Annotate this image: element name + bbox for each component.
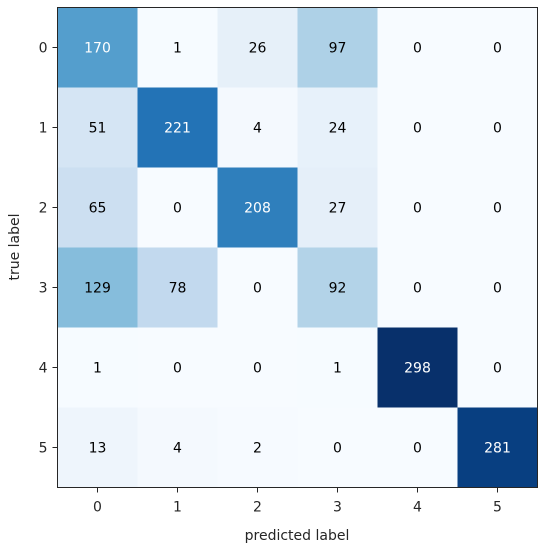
cell-value-0-1: 1 xyxy=(173,41,182,57)
heatmap-cell-1-3 xyxy=(297,87,378,168)
cell-value-5-0: 13 xyxy=(89,441,107,457)
heatmap-cell-3-2 xyxy=(217,247,298,328)
heatmap-cell-1-4 xyxy=(377,87,458,168)
cell-value-4-5: 0 xyxy=(493,361,502,377)
cell-value-2-0: 65 xyxy=(89,201,107,217)
y-tick-label-3: 3 xyxy=(39,281,48,297)
cell-value-1-2: 4 xyxy=(253,121,262,137)
x-tick-label-2: 2 xyxy=(253,500,262,516)
cell-value-2-3: 27 xyxy=(329,201,347,217)
cell-value-3-4: 0 xyxy=(413,281,422,297)
heatmap-cell-2-3 xyxy=(297,167,378,248)
cell-value-1-5: 0 xyxy=(493,121,502,137)
heatmap-cell-5-5 xyxy=(457,407,538,488)
heatmap-cell-0-4 xyxy=(377,7,458,88)
cell-value-3-0: 129 xyxy=(84,281,111,297)
heatmap-cell-2-2 xyxy=(217,167,298,248)
cell-value-0-3: 97 xyxy=(329,41,347,57)
heatmap-cell-5-1 xyxy=(137,407,218,488)
cell-value-0-2: 26 xyxy=(249,41,267,57)
cell-value-3-5: 0 xyxy=(493,281,502,297)
heatmap-cell-4-2 xyxy=(217,327,298,408)
heatmap-cell-0-1 xyxy=(137,7,218,88)
cell-value-1-4: 0 xyxy=(413,121,422,137)
heatmap-cell-3-0 xyxy=(57,247,138,328)
heatmap-cell-1-1 xyxy=(137,87,218,168)
cell-value-0-5: 0 xyxy=(493,41,502,57)
cell-value-2-1: 0 xyxy=(173,201,182,217)
cell-value-4-3: 1 xyxy=(333,361,342,377)
heatmap-cell-3-3 xyxy=(297,247,378,328)
heatmap-cell-0-0 xyxy=(57,7,138,88)
cell-value-5-4: 0 xyxy=(413,441,422,457)
y-tick-label-5: 5 xyxy=(39,441,48,457)
heatmap-cell-0-3 xyxy=(297,7,378,88)
cell-value-3-3: 92 xyxy=(329,281,347,297)
heatmap-cell-1-0 xyxy=(57,87,138,168)
heatmap-cell-3-4 xyxy=(377,247,458,328)
cell-value-3-2: 0 xyxy=(253,281,262,297)
cell-value-5-3: 0 xyxy=(333,441,342,457)
cell-value-2-2: 208 xyxy=(244,201,271,217)
y-axis-label: true label xyxy=(7,213,23,280)
heatmap-cell-5-3 xyxy=(297,407,378,488)
cell-value-5-2: 2 xyxy=(253,441,262,457)
heatmap-cell-2-0 xyxy=(57,167,138,248)
cell-value-5-5: 281 xyxy=(484,441,511,457)
heatmap-cell-4-0 xyxy=(57,327,138,408)
x-tick-label-1: 1 xyxy=(173,500,182,516)
heatmap-cell-1-5 xyxy=(457,87,538,168)
heatmap-cell-4-5 xyxy=(457,327,538,408)
cell-value-4-2: 0 xyxy=(253,361,262,377)
heatmap-cell-1-2 xyxy=(217,87,298,168)
cell-value-0-0: 170 xyxy=(84,41,111,57)
y-axis-ticks: 0 1 2 3 4 5 xyxy=(39,41,58,457)
y-tick-label-2: 2 xyxy=(39,201,48,217)
cell-value-2-5: 0 xyxy=(493,201,502,217)
heatmap-cell-5-2 xyxy=(217,407,298,488)
plot-frame xyxy=(57,7,538,488)
cell-value-1-0: 51 xyxy=(89,121,107,137)
heatmap-cell-3-1 xyxy=(137,247,218,328)
x-tick-label-4: 4 xyxy=(413,500,422,516)
heatmap-cell-2-4 xyxy=(377,167,458,248)
cell-value-4-0: 1 xyxy=(93,361,102,377)
x-tick-label-5: 5 xyxy=(493,500,502,516)
heatmap-cell-4-4 xyxy=(377,327,458,408)
cell-value-5-1: 4 xyxy=(173,441,182,457)
y-tick-label-0: 0 xyxy=(39,41,48,57)
x-axis-ticks: 0 1 2 3 4 5 xyxy=(93,487,502,516)
y-tick-label-1: 1 xyxy=(39,121,48,137)
heatmap-cell-3-5 xyxy=(457,247,538,328)
cell-value-1-1: 221 xyxy=(164,121,191,137)
x-tick-label-3: 3 xyxy=(333,500,342,516)
heatmap-cells xyxy=(57,7,538,488)
cell-value-0-4: 0 xyxy=(413,41,422,57)
cell-value-3-1: 78 xyxy=(169,281,187,297)
cell-value-4-4: 298 xyxy=(404,361,431,377)
heatmap-cell-5-4 xyxy=(377,407,458,488)
cell-value-2-4: 0 xyxy=(413,201,422,217)
heatmap-cell-4-1 xyxy=(137,327,218,408)
heatmap-cell-0-2 xyxy=(217,7,298,88)
heatmap-cell-2-5 xyxy=(457,167,538,248)
cell-value-4-1: 0 xyxy=(173,361,182,377)
x-axis-label: predicted label xyxy=(245,528,350,544)
x-tick-label-0: 0 xyxy=(93,500,102,516)
heatmap-cell-5-0 xyxy=(57,407,138,488)
heatmap-cell-2-1 xyxy=(137,167,218,248)
y-tick-label-4: 4 xyxy=(39,361,48,377)
heatmap-cell-4-3 xyxy=(297,327,378,408)
cell-value-1-3: 24 xyxy=(329,121,347,137)
heatmap-cell-0-5 xyxy=(457,7,538,88)
